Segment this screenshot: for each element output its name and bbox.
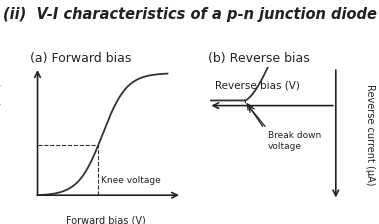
Text: Break down
voltage: Break down voltage [268, 131, 321, 151]
Text: Reverse bias (V): Reverse bias (V) [215, 80, 300, 90]
Text: (b) Reverse bias: (b) Reverse bias [208, 52, 310, 65]
Text: Forward bias (V): Forward bias (V) [66, 215, 146, 224]
Text: Knee voltage: Knee voltage [101, 176, 161, 185]
Text: (ii)  V-I characteristics of a p-n junction diode: (ii) V-I characteristics of a p-n juncti… [3, 7, 376, 22]
Text: Reverse current (μA): Reverse current (μA) [365, 84, 374, 185]
Text: (a) Forward bias: (a) Forward bias [30, 52, 132, 65]
Text: Forward current (mA): Forward current (mA) [0, 82, 2, 187]
